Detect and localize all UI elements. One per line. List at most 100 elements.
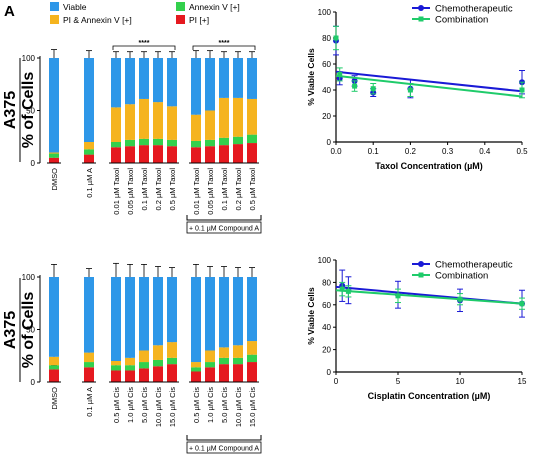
bar-segment-pi_annexin [84, 352, 94, 363]
legend-marker-chemo [418, 5, 424, 11]
bar-segment-pi [139, 368, 149, 382]
bar-segment-pi_annexin [84, 142, 94, 150]
x-tick-label: 0.1 µM Taxol [140, 168, 149, 211]
legend-marker-chemo [418, 261, 424, 267]
bar-segment-pi [84, 154, 94, 163]
bar-segment-pi [205, 146, 215, 163]
x-tick-label: 0.1 [368, 147, 380, 156]
bar-segment-viable [167, 58, 177, 107]
x-tick-label: 0.5 µM Taxol [248, 168, 257, 211]
bar-segment-pi [233, 144, 243, 163]
bar-segment-annexin [84, 362, 94, 368]
bar-segment-viable [233, 58, 243, 98]
bar-segment-pi [111, 370, 121, 382]
x-tick-label: DMSO [50, 387, 59, 410]
line-chart-cisplatin: 0 20 40 60 80 100 0 5 10 15 Cisplatin Concentratio… [306, 256, 527, 401]
bar-segment-pi [219, 364, 229, 382]
y-axis-label: % Viable Cells [306, 287, 316, 345]
x-tick-label: 5.0 µM Cis [140, 387, 149, 423]
bar-segment-pi [139, 145, 149, 163]
x-tick-label: 0.5 µM Cis [112, 387, 121, 423]
bar-segment-pi_annexin [139, 98, 149, 139]
y-tick-label: 60 [322, 301, 331, 310]
data-point-combo [345, 288, 351, 294]
compound-label: + 0.1 µM Compound A [189, 446, 259, 453]
bar-segment-viable [111, 277, 121, 361]
bar-segment-viable [84, 277, 94, 353]
bar-segment-pi [153, 145, 163, 163]
y-axis-label: % of Cells [20, 72, 37, 149]
compound-bracket [186, 435, 262, 441]
bar-segment-viable [125, 277, 135, 358]
bar-segment-pi_annexin [111, 107, 121, 142]
x-tick-label: 0.2 µM Taxol [234, 168, 243, 211]
data-point-combo [337, 71, 343, 77]
data-point-combo [333, 35, 339, 41]
bar-segment-pi [125, 146, 135, 163]
bar-segment-pi_annexin [219, 97, 229, 138]
legend-marker-combo [418, 272, 424, 278]
legend-swatch-annexin [176, 2, 185, 11]
x-tick-label: 10.0 µM Cis [154, 387, 163, 427]
data-point-combo [457, 296, 463, 302]
bar-segment-pi_annexin [111, 361, 121, 366]
bar-segment-viable [153, 58, 163, 103]
bar-segment-pi_annexin [125, 104, 135, 140]
x-tick-label: 0 [334, 377, 339, 386]
bar-segment-pi_annexin [219, 347, 229, 358]
bar-segment-pi [233, 364, 243, 382]
legend-label-viable: Viable [63, 2, 87, 12]
bar-segment-viable [139, 58, 149, 99]
x-tick-label: 0.1 µM Taxol [220, 168, 229, 211]
data-point-combo [370, 86, 376, 92]
cell-line-label: A375 [2, 311, 19, 349]
x-tick-label: 0.5 [516, 147, 528, 156]
bar-chart-cisplatin: A375% of Cells 0 50 100 DMSO 0.1 µM A 0.5 µM C… [2, 262, 262, 454]
x-tick-label: 0.1 µM A [85, 387, 94, 417]
x-tick-label: 0.3 [442, 147, 454, 156]
y-tick-label: 0 [31, 378, 36, 387]
fit-line-combo [335, 74, 523, 98]
significance-bracket [192, 45, 256, 50]
x-axis-label: Taxol Concentration (µM) [375, 161, 483, 171]
bar-segment-pi [247, 362, 257, 382]
x-tick-label: 1.0 µM Cis [206, 387, 215, 423]
y-tick-label: 100 [318, 256, 332, 265]
y-tick-label: 50 [26, 326, 35, 335]
bar-segment-annexin [219, 357, 229, 365]
y-tick-label: 80 [322, 278, 331, 287]
x-tick-label: 0.4 [479, 147, 491, 156]
bar-segment-viable [219, 58, 229, 98]
bar-segment-annexin [191, 140, 201, 148]
fit-line-chemo [335, 70, 523, 93]
x-tick-label: 5 [396, 377, 401, 386]
x-tick-label: 0.05 µM Taxol [126, 168, 135, 215]
data-point-combo [519, 87, 525, 93]
y-tick-label: 50 [26, 107, 35, 116]
bar-segment-pi_annexin [49, 356, 59, 366]
x-tick-label: 0.5 µM Cis [192, 387, 201, 423]
bar-segment-pi_annexin [205, 350, 215, 363]
compound-bracket [186, 215, 262, 221]
bar-segment-annexin [167, 139, 177, 147]
x-axis-label: Cisplatin Concentration (µM) [368, 391, 491, 401]
bar-segment-pi [49, 157, 59, 163]
x-tick-label: 10 [456, 377, 465, 386]
bar-segment-annexin [191, 367, 201, 372]
panel-label: A [4, 3, 15, 20]
bar-segment-pi_annexin [247, 98, 257, 135]
y-axis-label: % of Cells [20, 292, 37, 369]
data-point-combo [352, 83, 358, 89]
legend-top: Viable Annexin V [+] PI & Annexin V [+] PI … [50, 2, 240, 25]
bar-segment-annexin [49, 153, 59, 158]
bar-segment-annexin [84, 149, 94, 155]
bar-segment-viable [219, 277, 229, 348]
bar-segment-pi [191, 371, 201, 382]
bar-segment-pi_annexin [153, 345, 163, 360]
bar-segment-viable [125, 58, 135, 105]
bar-segment-pi [111, 147, 121, 163]
fit-line-combo [335, 289, 523, 305]
legend-label-chemo: Chemotherapeutic [435, 4, 513, 15]
bar-segment-viable [191, 58, 201, 115]
x-tick-label: 0.5 µM Taxol [168, 168, 177, 211]
